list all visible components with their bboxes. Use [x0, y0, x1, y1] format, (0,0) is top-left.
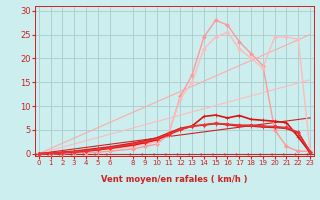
- X-axis label: Vent moyen/en rafales ( km/h ): Vent moyen/en rafales ( km/h ): [101, 174, 248, 184]
